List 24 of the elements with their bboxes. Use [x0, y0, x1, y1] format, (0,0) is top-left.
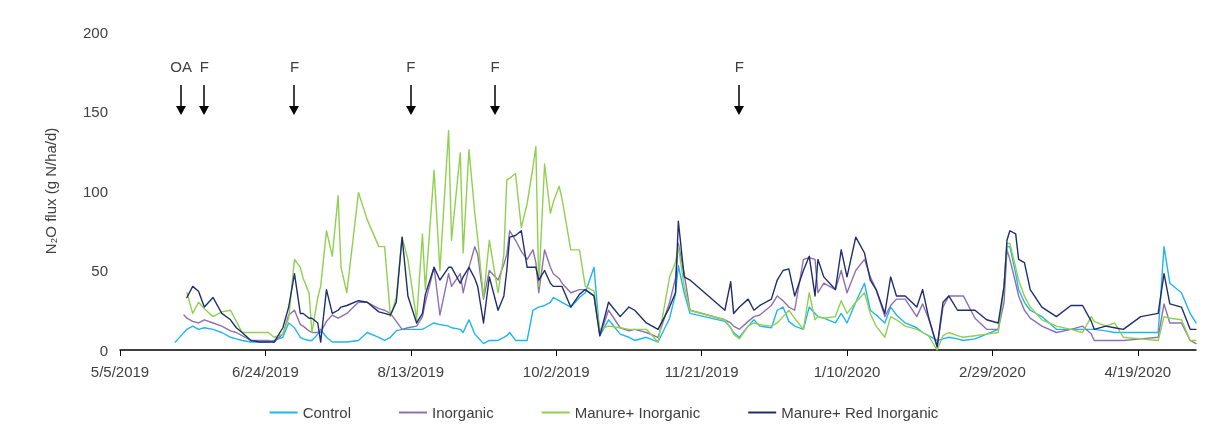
ref-line-label: F [733, 58, 745, 76]
x-tick-label: 5/5/2019 [90, 363, 150, 380]
y-axis-title: N₂O flux (g N/ha/d) [42, 127, 59, 255]
y-tick-label: 150 [82, 103, 108, 120]
legend-label: Manure+ Red Inorganic [781, 404, 939, 421]
ref-line-label: OA [169, 58, 193, 76]
y-tick-label: 0 [99, 341, 108, 359]
y-tick-label: 50 [91, 262, 108, 279]
legend-label: Inorganic [431, 404, 495, 421]
x-tick-label: 2/29/2020 [959, 363, 1026, 380]
ref-line-label: F [489, 58, 501, 76]
y-tick-label: 200 [82, 23, 108, 41]
y-tick-label: 100 [82, 182, 108, 200]
x-tick-label: 11/21/2019 [664, 363, 739, 380]
x-tick-label: 10/2/2019 [522, 363, 590, 380]
x-tick-label: 4/19/2020 [1104, 363, 1172, 380]
ref-line-label: F [405, 58, 417, 76]
x-tick-label: 8/13/2019 [377, 363, 445, 380]
ref-line-label: F [199, 58, 209, 75]
ref-line-label: F [288, 58, 301, 76]
x-tick-label: 6/24/2019 [232, 363, 299, 380]
x-tick-label: 1/10/2020 [813, 363, 881, 380]
legend-label: Manure+ Inorganic [574, 404, 701, 421]
legend-label: Control [302, 404, 351, 421]
